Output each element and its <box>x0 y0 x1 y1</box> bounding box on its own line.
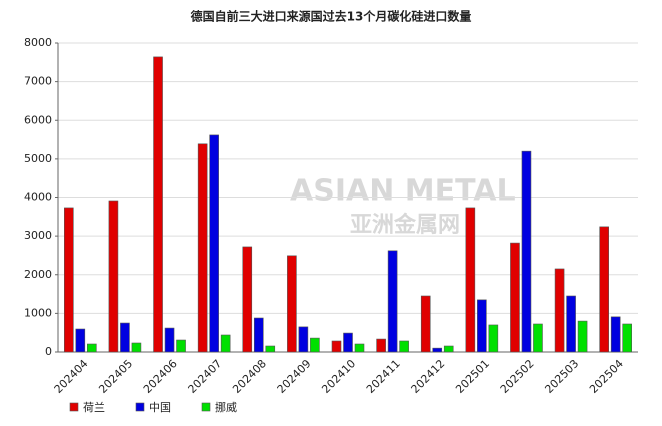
bar <box>197 143 208 353</box>
bar <box>64 207 74 353</box>
x-tick-label: 202501 <box>453 357 492 396</box>
y-tick-label: 3000 <box>24 229 52 242</box>
bar <box>510 242 520 353</box>
bar <box>287 255 297 353</box>
bar <box>488 324 499 353</box>
bar <box>420 295 431 353</box>
bar <box>610 316 621 353</box>
bar <box>298 326 309 353</box>
bar <box>477 299 487 353</box>
y-tick-label: 5000 <box>24 152 52 165</box>
x-tick-label: 202502 <box>498 357 537 396</box>
bar <box>209 134 219 353</box>
bar <box>399 340 409 353</box>
x-tick-label: 202407 <box>186 357 225 396</box>
legend-label: 中国 <box>149 401 171 414</box>
legend-label: 挪威 <box>215 400 237 414</box>
x-tick-label: 202404 <box>52 357 91 396</box>
bar <box>120 322 130 353</box>
legend-swatch <box>135 402 145 412</box>
x-tick-label: 202408 <box>230 357 269 396</box>
x-tick-label: 202503 <box>542 357 581 396</box>
x-tick-label: 202504 <box>587 357 626 396</box>
bar <box>622 323 632 353</box>
legend-swatch <box>69 402 79 412</box>
x-tick-label: 202409 <box>275 357 314 396</box>
bar <box>310 337 320 353</box>
bar <box>153 56 163 353</box>
bar <box>465 207 476 353</box>
chart-title: 德国自前三大进口来源国过去13个月碳化硅进口数量 <box>191 9 472 24</box>
y-tick-label: 0 <box>45 345 52 358</box>
y-tick-label: 8000 <box>24 36 52 49</box>
bar <box>577 320 588 353</box>
y-tick-label: 6000 <box>24 113 52 126</box>
y-tick-label: 1000 <box>24 306 52 319</box>
bar <box>176 339 186 353</box>
watermark: ASIAN METAL <box>290 174 516 209</box>
bar <box>343 332 353 353</box>
bar <box>566 295 576 353</box>
x-tick-label: 202410 <box>319 357 358 396</box>
bar <box>87 343 97 353</box>
bar <box>253 317 264 353</box>
y-tick-label: 2000 <box>24 268 52 281</box>
bar <box>432 347 443 353</box>
x-tick-label: 202411 <box>364 357 403 396</box>
bar <box>108 200 119 353</box>
bar <box>164 327 175 353</box>
y-tick-label: 7000 <box>24 75 52 88</box>
x-tick-label: 202406 <box>141 357 180 396</box>
bar <box>533 323 543 353</box>
bar <box>354 343 365 353</box>
watermark: 亚洲金属网 <box>350 212 460 238</box>
y-tick-label: 4000 <box>24 191 52 204</box>
x-tick-label: 202412 <box>409 357 448 396</box>
bar <box>521 150 532 353</box>
legend-label: 荷兰 <box>83 401 105 414</box>
bar <box>75 328 86 353</box>
bar <box>387 250 398 353</box>
bar <box>331 340 342 353</box>
bar <box>443 345 454 353</box>
bar <box>599 226 609 353</box>
bar <box>242 246 253 353</box>
bar <box>265 345 276 353</box>
bar <box>131 342 142 353</box>
bar <box>554 268 565 353</box>
bar <box>376 338 386 353</box>
x-tick-label: 202405 <box>96 357 135 396</box>
legend-swatch <box>201 402 211 412</box>
bar <box>220 334 231 353</box>
